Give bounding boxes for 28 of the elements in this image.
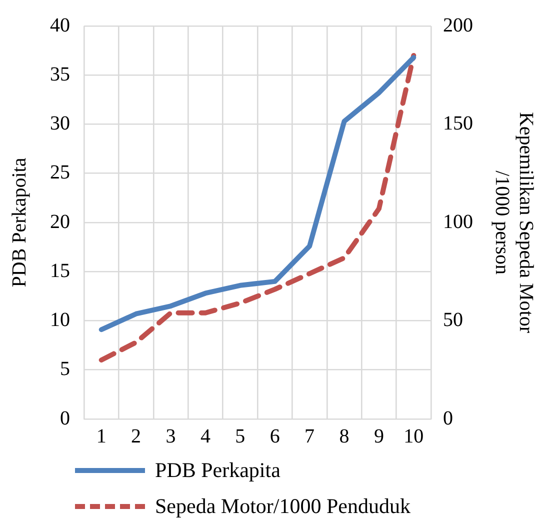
- x-tick-label: 6: [270, 425, 280, 448]
- y2-tick-label: 150: [443, 112, 473, 134]
- legend-label: Sepeda Motor/1000 Penduduk: [155, 494, 410, 518]
- y2-tick-label: 50: [443, 309, 463, 331]
- x-tick-label: 8: [339, 425, 350, 448]
- x-tick-label: 1: [96, 425, 106, 448]
- y-tick-label: 5: [60, 358, 70, 380]
- y-axis-title: PDB Perkapoita: [8, 158, 30, 288]
- y-tick-label: 30: [50, 112, 70, 134]
- y-tick-label: 35: [50, 63, 70, 86]
- y2-tick-label: 0: [443, 407, 453, 430]
- x-tick-label: 2: [131, 425, 142, 448]
- x-tick-label: 4: [200, 425, 210, 448]
- y-tick-label: 40: [50, 14, 70, 36]
- x-tick-label: 9: [374, 425, 384, 448]
- y-tick-label: 20: [50, 210, 70, 233]
- y-tick-label: 0: [60, 407, 70, 430]
- y2-axis-title: Kepemilikan Sepeda Motor /1000 person: [490, 112, 537, 334]
- x-tick-label: 7: [304, 425, 315, 448]
- y2-tick-label: 200: [443, 14, 473, 36]
- x-tick-label: 3: [166, 425, 176, 448]
- y2-tick-label: 100: [443, 210, 473, 233]
- y-tick-label: 15: [50, 260, 70, 282]
- legend-label: PDB Perkapita: [155, 458, 280, 482]
- y-tick-label: 25: [50, 162, 70, 184]
- x-tick-label: 10: [404, 425, 424, 448]
- y-tick-label: 10: [50, 309, 70, 331]
- x-tick-label: 5: [235, 425, 246, 448]
